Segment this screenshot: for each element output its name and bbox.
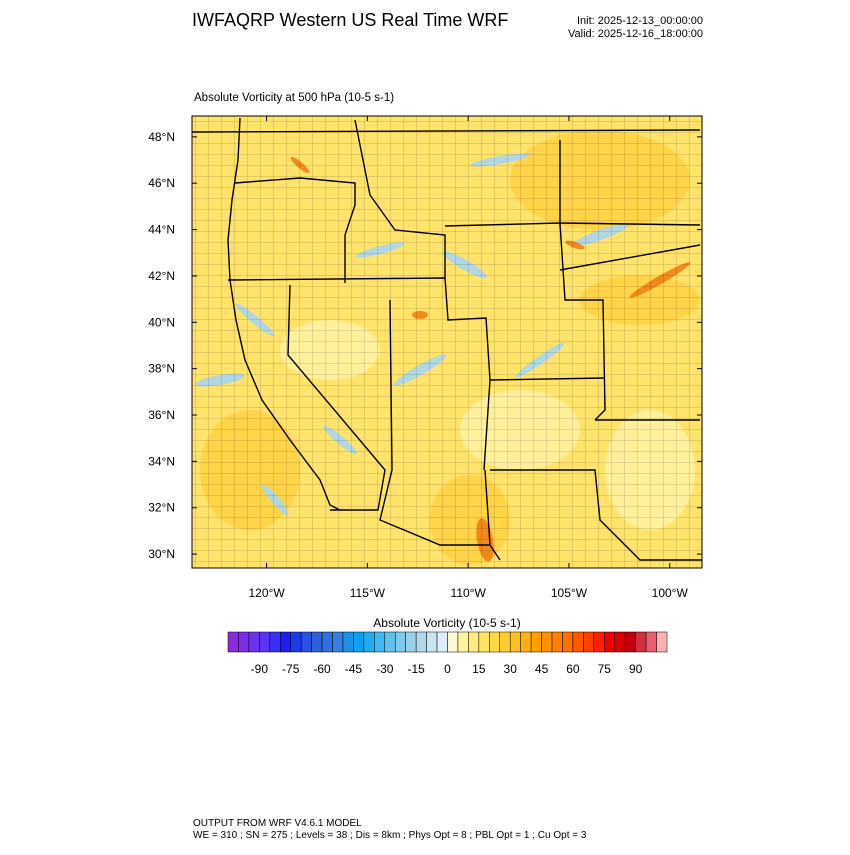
- footer-line: OUTPUT FROM WRF V4.6.1 MODEL: [193, 818, 362, 829]
- map-frame: [191, 115, 703, 569]
- colorbar-box: [583, 631, 595, 653]
- colorbar-label: 75: [598, 662, 612, 676]
- colorbar-box: [426, 631, 438, 653]
- colorbar-box: [238, 631, 250, 653]
- colorbar-box: [614, 631, 626, 653]
- lat-tick-label: 38°N: [148, 362, 175, 376]
- colorbar-title: Absolute Vorticity (10-5 s-1): [373, 616, 520, 630]
- lon-tick-label: 110°W: [451, 586, 487, 600]
- colorbar-label: -45: [345, 662, 363, 676]
- colorbar-box: [436, 631, 448, 653]
- colorbar-box: [562, 631, 574, 653]
- colorbar-box: [259, 631, 271, 653]
- lat-tick-label: 40°N: [148, 315, 175, 329]
- colorbar-box: [384, 631, 396, 653]
- lon-tick-label: 105°W: [551, 586, 588, 600]
- init-time: Init: 2025-12-13_00:00:00: [577, 15, 703, 27]
- lat-tick-label: 34°N: [148, 454, 175, 468]
- colorbar-box: [499, 631, 511, 653]
- map-subtitle: Absolute Vorticity at 500 hPa (10-5 s-1): [194, 92, 394, 104]
- colorbar-box: [332, 631, 344, 653]
- colorbar-box: [509, 631, 521, 653]
- colorbar-box: [478, 631, 490, 653]
- colorbar-box: [624, 631, 636, 653]
- colorbar-label: 60: [566, 662, 580, 676]
- lat-tick-label: 48°N: [148, 130, 175, 144]
- map-field: [192, 116, 702, 568]
- colorbar-box: [280, 631, 291, 653]
- colorbar-box: [604, 631, 615, 653]
- colorbar-box: [520, 631, 532, 653]
- colorbar-box: [405, 631, 417, 653]
- colorbar-box: [415, 631, 427, 653]
- colorbar-label: 30: [504, 662, 518, 676]
- lat-tick-label: 30°N: [148, 547, 175, 561]
- colorbar-box: [572, 631, 584, 653]
- colorbar-box: [489, 631, 501, 653]
- title: IWFAQRP Western US Real Time WRF: [192, 10, 508, 30]
- colorbar-label: -60: [313, 662, 331, 676]
- colorbar-box: [457, 631, 469, 653]
- lon-tick-label: 100°W: [652, 586, 689, 600]
- lat-tick-label: 46°N: [148, 176, 175, 190]
- colorbar-box: [290, 631, 302, 653]
- colorbar-label: 45: [535, 662, 549, 676]
- lat-tick-label: 42°N: [148, 269, 175, 283]
- colorbar-label: -75: [282, 662, 300, 676]
- colorbar-box: [394, 631, 406, 653]
- colorbar-box: [363, 631, 375, 653]
- colorbar-box: [342, 631, 354, 653]
- colorbar-label: 0: [444, 662, 451, 676]
- footer-line: WE = 310 ; SN = 275 ; Levels = 38 ; Dis …: [193, 830, 587, 841]
- lon-tick-label: 120°W: [249, 586, 286, 600]
- colorbar-label: -30: [376, 662, 394, 676]
- colorbar-box: [300, 631, 312, 653]
- colorbar-box: [551, 631, 563, 653]
- colorbar-box: [541, 631, 553, 653]
- colorbar-box: [468, 631, 480, 653]
- colorbar-label: 15: [472, 662, 486, 676]
- colorbar-label: -90: [251, 662, 269, 676]
- valid-time: Valid: 2025-12-16_18:00:00: [568, 28, 703, 40]
- colorbar-box: [635, 631, 647, 653]
- colorbar-box: [530, 631, 542, 653]
- lat-tick-label: 32°N: [148, 501, 175, 515]
- colorbar-box: [353, 631, 365, 653]
- colorbar-box: [447, 631, 459, 653]
- lat-tick-label: 44°N: [148, 223, 175, 237]
- colorbar-label: 90: [629, 662, 643, 676]
- colorbar-box: [374, 631, 386, 653]
- colorbar-box: [227, 631, 239, 653]
- lat-tick-label: 36°N: [148, 408, 175, 422]
- colorbar-label: -15: [407, 662, 425, 676]
- colorbar-box: [311, 631, 323, 653]
- colorbar-box: [656, 631, 668, 653]
- colorbar-box: [248, 631, 260, 653]
- lon-tick-label: 115°W: [350, 586, 386, 600]
- colorbar-box: [321, 631, 333, 653]
- colorbar-box: [593, 631, 605, 653]
- colorbar-box: [645, 631, 657, 653]
- colorbar-box: [269, 631, 281, 653]
